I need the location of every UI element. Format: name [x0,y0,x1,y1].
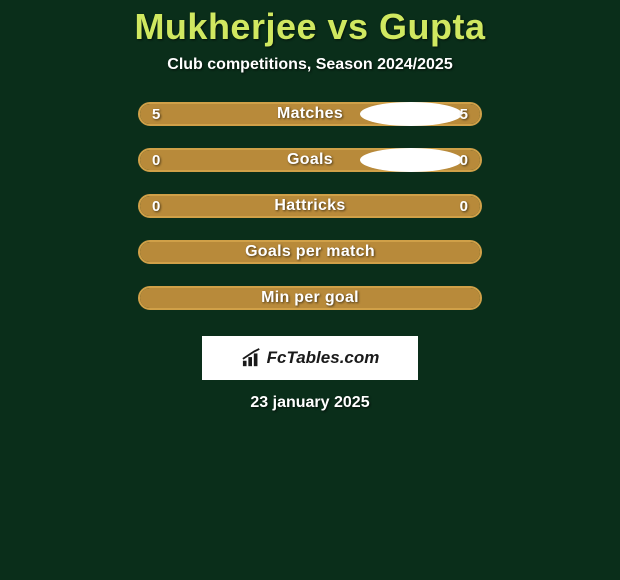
stat-rows: 5 Matches 5 0 Goals 0 0 Hattricks 0 Goals per mat… [138,102,482,332]
stat-value-left: 0 [152,152,160,169]
stat-row: Min per goal [138,286,482,310]
bar-chart-icon [241,348,263,368]
stat-bar: 0 Hattricks 0 [138,194,482,218]
logo-text: FcTables.com [267,348,380,368]
right-marker-ellipse [360,102,462,126]
logo: FcTables.com [241,348,380,368]
date-text: 23 january 2025 [250,394,369,412]
stat-row: 5 Matches 5 [138,102,482,126]
logo-box: FcTables.com [202,336,418,380]
stat-row: Goals per match [138,240,482,264]
stat-label: Min per goal [261,289,359,307]
stat-label: Goals [287,151,333,169]
stat-row: 0 Goals 0 [138,148,482,172]
stat-label: Goals per match [245,243,375,261]
page-subtitle: Club competitions, Season 2024/2025 [167,56,452,74]
stat-bar: Min per goal [138,286,482,310]
stat-value-right: 5 [460,106,468,123]
infographic-container: Mukherjee vs Gupta Club competitions, Se… [0,0,620,412]
stat-row: 0 Hattricks 0 [138,194,482,218]
stat-label: Matches [277,105,343,123]
right-marker-ellipse [360,148,462,172]
stat-value-right: 0 [460,198,468,215]
stat-value-left: 0 [152,198,160,215]
page-title: Mukherjee vs Gupta [134,6,485,48]
stat-value-left: 5 [152,106,160,123]
stat-bar: Goals per match [138,240,482,264]
stat-value-right: 0 [460,152,468,169]
stat-label: Hattricks [274,197,345,215]
